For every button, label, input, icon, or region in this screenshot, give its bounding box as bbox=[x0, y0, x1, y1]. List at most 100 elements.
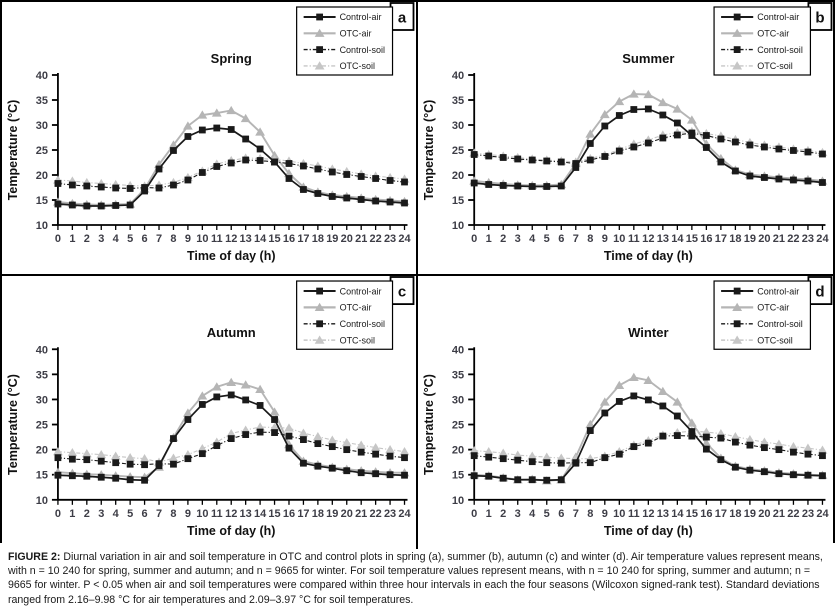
svg-text:OTC-soil: OTC-soil bbox=[340, 335, 375, 345]
svg-text:2: 2 bbox=[500, 233, 506, 245]
svg-text:11: 11 bbox=[627, 508, 639, 520]
svg-text:13: 13 bbox=[240, 508, 252, 520]
svg-text:4: 4 bbox=[113, 233, 120, 245]
svg-text:40: 40 bbox=[451, 70, 463, 82]
svg-text:Control-air: Control-air bbox=[340, 286, 382, 296]
svg-text:Temperature (°C): Temperature (°C) bbox=[6, 100, 20, 201]
svg-text:Control-soil: Control-soil bbox=[340, 319, 385, 329]
svg-text:10: 10 bbox=[196, 508, 208, 520]
svg-text:20: 20 bbox=[36, 445, 48, 457]
svg-text:12: 12 bbox=[225, 508, 237, 520]
svg-text:22: 22 bbox=[787, 508, 799, 520]
svg-text:11: 11 bbox=[627, 233, 639, 245]
svg-text:Summer: Summer bbox=[622, 51, 674, 66]
svg-text:14: 14 bbox=[671, 508, 684, 520]
svg-text:24: 24 bbox=[816, 233, 829, 245]
svg-text:20: 20 bbox=[451, 445, 463, 457]
series-control-soil bbox=[54, 156, 408, 192]
svg-text:13: 13 bbox=[656, 508, 668, 520]
svg-text:9: 9 bbox=[185, 233, 191, 245]
svg-text:19: 19 bbox=[326, 508, 338, 520]
svg-text:30: 30 bbox=[451, 120, 463, 132]
svg-text:23: 23 bbox=[801, 233, 813, 245]
svg-text:18: 18 bbox=[729, 508, 741, 520]
legend: Control-air OTC-air Control-soil OTC-soil bbox=[712, 280, 811, 350]
svg-text:7: 7 bbox=[156, 508, 162, 520]
svg-text:20: 20 bbox=[341, 508, 353, 520]
svg-text:Control-air: Control-air bbox=[340, 12, 382, 22]
series-otc-air bbox=[468, 372, 827, 485]
svg-text:OTC-air: OTC-air bbox=[757, 303, 789, 313]
svg-text:21: 21 bbox=[772, 233, 784, 245]
svg-text:6: 6 bbox=[558, 233, 564, 245]
svg-text:40: 40 bbox=[36, 344, 48, 356]
svg-text:18: 18 bbox=[312, 233, 324, 245]
series-otc-soil bbox=[53, 422, 410, 466]
svg-text:3: 3 bbox=[98, 508, 104, 520]
svg-text:15: 15 bbox=[36, 470, 48, 482]
series-control-air bbox=[470, 105, 826, 190]
svg-text:22: 22 bbox=[370, 508, 382, 520]
svg-text:OTC-air: OTC-air bbox=[757, 29, 789, 39]
svg-text:6: 6 bbox=[142, 508, 148, 520]
svg-text:Temperature (°C): Temperature (°C) bbox=[6, 374, 20, 475]
svg-text:8: 8 bbox=[587, 233, 593, 245]
axes bbox=[467, 347, 825, 505]
svg-text:2: 2 bbox=[84, 233, 90, 245]
svg-text:8: 8 bbox=[170, 508, 176, 520]
svg-text:16: 16 bbox=[283, 508, 295, 520]
svg-text:11: 11 bbox=[211, 508, 223, 520]
svg-text:a: a bbox=[398, 9, 407, 26]
svg-text:5: 5 bbox=[127, 233, 133, 245]
svg-text:12: 12 bbox=[642, 233, 654, 245]
svg-text:17: 17 bbox=[714, 233, 726, 245]
svg-text:35: 35 bbox=[36, 95, 48, 107]
legend: Control-air OTC-air Control-soil OTC-soil bbox=[712, 6, 811, 76]
svg-text:3: 3 bbox=[514, 508, 520, 520]
svg-text:Temperature (°C): Temperature (°C) bbox=[422, 100, 436, 201]
series-control-soil bbox=[470, 129, 826, 167]
svg-text:OTC-soil: OTC-soil bbox=[757, 61, 793, 71]
svg-text:0: 0 bbox=[471, 508, 477, 520]
svg-text:1: 1 bbox=[485, 508, 491, 520]
svg-text:16: 16 bbox=[700, 233, 712, 245]
svg-text:25: 25 bbox=[36, 145, 48, 157]
svg-text:35: 35 bbox=[451, 95, 463, 107]
svg-text:25: 25 bbox=[451, 420, 463, 432]
legend: Control-air OTC-air Control-soil OTC-soil bbox=[296, 280, 394, 350]
series-otc-soil bbox=[53, 153, 410, 190]
svg-text:2: 2 bbox=[84, 508, 90, 520]
svg-text:8: 8 bbox=[170, 233, 176, 245]
svg-text:35: 35 bbox=[451, 369, 463, 381]
svg-text:10: 10 bbox=[613, 508, 625, 520]
svg-text:15: 15 bbox=[268, 508, 280, 520]
panels-grid: 10 15 20 25 30 35 40 0 1 2 3 4 5 6 7 8 9 10 11 12 13 14 15 16 17… bbox=[0, 0, 835, 549]
svg-text:Control-air: Control-air bbox=[757, 12, 799, 22]
svg-text:17: 17 bbox=[714, 508, 726, 520]
svg-text:16: 16 bbox=[283, 233, 295, 245]
svg-text:OTC-soil: OTC-soil bbox=[340, 61, 375, 71]
svg-text:11: 11 bbox=[211, 233, 223, 245]
svg-text:21: 21 bbox=[355, 508, 367, 520]
svg-text:15: 15 bbox=[685, 508, 697, 520]
svg-text:20: 20 bbox=[758, 233, 770, 245]
series-control-air bbox=[470, 392, 826, 484]
svg-text:9: 9 bbox=[601, 233, 607, 245]
svg-text:23: 23 bbox=[801, 508, 813, 520]
svg-text:19: 19 bbox=[743, 508, 755, 520]
svg-text:Control-air: Control-air bbox=[757, 286, 799, 296]
svg-text:15: 15 bbox=[268, 233, 280, 245]
svg-text:20: 20 bbox=[341, 233, 353, 245]
svg-text:9: 9 bbox=[185, 508, 191, 520]
svg-text:23: 23 bbox=[384, 233, 396, 245]
svg-text:Control-soil: Control-soil bbox=[757, 45, 803, 55]
svg-text:14: 14 bbox=[254, 508, 267, 520]
svg-text:40: 40 bbox=[36, 70, 48, 82]
svg-text:Time of day (h): Time of day (h) bbox=[603, 249, 692, 263]
svg-text:d: d bbox=[815, 284, 824, 301]
svg-text:24: 24 bbox=[398, 508, 411, 520]
panel-winter: 10 15 20 25 30 35 40 0 1 2 3 4 5 6 7 8 9 10 11 12 13 14 15 16 17… bbox=[417, 276, 833, 549]
svg-text:17: 17 bbox=[297, 233, 309, 245]
